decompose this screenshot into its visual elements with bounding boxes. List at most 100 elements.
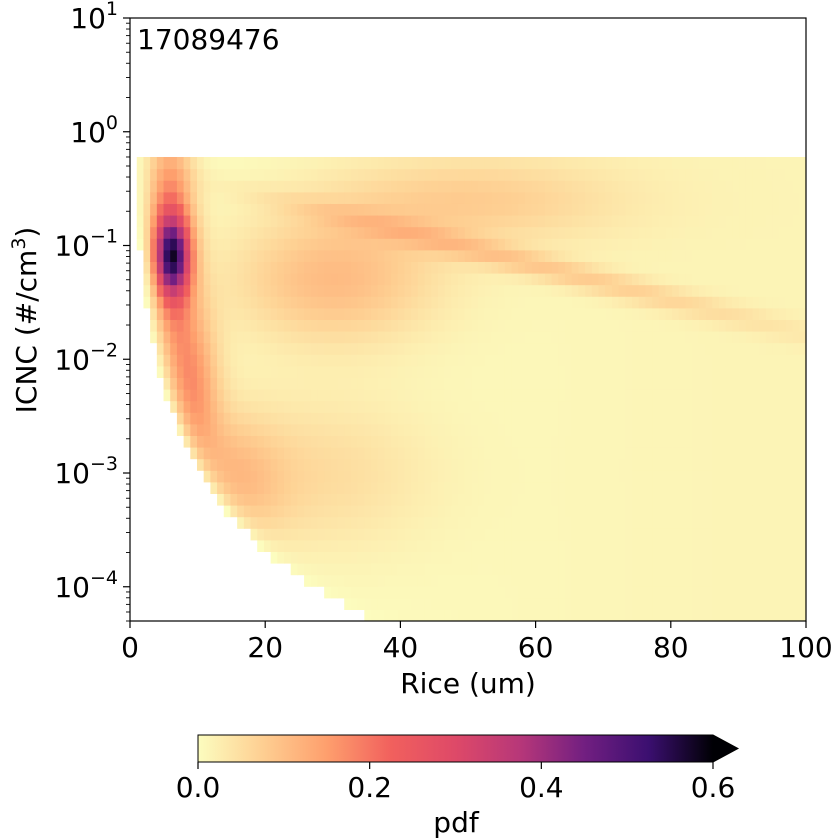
heatmap-cell [558, 354, 566, 367]
heatmap-cell [350, 400, 359, 413]
heatmap-cell [719, 609, 727, 621]
heatmap-cell [551, 493, 559, 506]
heatmap-cell [257, 493, 265, 506]
heatmap-cell [324, 423, 332, 436]
heatmap-cell [665, 563, 673, 576]
heatmap-cell [464, 284, 472, 297]
heatmap-cell [712, 470, 720, 483]
heatmap-cell [484, 539, 493, 552]
heatmap-cell [377, 191, 385, 204]
heatmap-cell [725, 470, 733, 483]
heatmap-cell [357, 458, 365, 471]
heatmap-cell [571, 539, 580, 552]
heatmap-cell [350, 528, 359, 541]
heatmap-cell [752, 493, 760, 506]
heatmap-cell [471, 458, 479, 471]
heatmap-cell [478, 249, 486, 262]
heatmap-cell [678, 330, 687, 344]
heatmap-cell [163, 388, 171, 402]
heatmap-cell [759, 238, 767, 251]
heatmap-cell [578, 505, 586, 518]
heatmap-cell [170, 307, 178, 320]
heatmap-cell [357, 505, 365, 518]
heatmap-cell [578, 365, 586, 378]
heatmap-cell [377, 156, 385, 170]
heatmap-cell [578, 214, 586, 228]
heatmap-cell [698, 249, 707, 262]
heatmap-cell [491, 342, 499, 355]
heatmap-cell [752, 505, 760, 518]
heatmap-cell [658, 388, 667, 402]
heatmap-cell [725, 458, 733, 471]
heatmap-cell [237, 191, 245, 204]
heatmap-cell [665, 481, 673, 494]
heatmap-cell [571, 447, 580, 460]
heatmap-cell [605, 551, 613, 564]
heatmap-cell [779, 481, 787, 494]
heatmap-cell [712, 330, 720, 344]
heatmap-cell [350, 307, 359, 320]
heatmap-cell [424, 481, 432, 494]
heatmap-cell [524, 168, 533, 181]
heatmap-cell [545, 458, 553, 471]
heatmap-cell [304, 365, 312, 378]
heatmap-cell [451, 226, 459, 239]
heatmap-cell [605, 168, 613, 181]
heatmap-cell [785, 435, 794, 448]
heatmap-cell [598, 563, 606, 576]
heatmap-cell [672, 435, 680, 448]
heatmap-cell [230, 470, 238, 483]
heatmap-cell [658, 377, 667, 390]
heatmap-cell [618, 377, 626, 390]
heatmap-cell [437, 296, 446, 309]
heatmap-cell [719, 388, 727, 402]
heatmap-cell [732, 516, 740, 529]
heatmap-cell [618, 493, 626, 506]
heatmap-cell [585, 191, 593, 204]
heatmap-cell [484, 296, 493, 309]
heatmap-cell [678, 423, 687, 436]
heatmap-cell [337, 528, 345, 541]
heatmap-cell [585, 400, 593, 413]
heatmap-cell [545, 597, 553, 610]
heatmap-cell [404, 377, 412, 390]
heatmap-cell [504, 156, 513, 170]
heatmap-cell [150, 272, 158, 286]
heatmap-cell [591, 238, 600, 251]
heatmap-cell [558, 597, 566, 610]
heatmap-cell [585, 597, 593, 610]
heatmap-cell [632, 493, 640, 506]
heatmap-cell [672, 528, 680, 541]
heatmap-cell [176, 377, 185, 390]
heatmap-cell [478, 319, 486, 332]
heatmap-cell [799, 539, 806, 552]
heatmap-cell [424, 342, 432, 355]
heatmap-cell [524, 435, 533, 448]
heatmap-cell [739, 458, 747, 471]
heatmap-cell [196, 249, 205, 262]
heatmap-cell [196, 156, 205, 170]
heatmap-cell [330, 447, 339, 460]
heatmap-cell [765, 168, 774, 181]
heatmap-cell [498, 261, 506, 274]
heatmap-cell [270, 342, 278, 355]
heatmap-cell [652, 307, 660, 320]
heatmap-cell [458, 180, 466, 193]
heatmap-cell [732, 214, 740, 228]
heatmap-cell [377, 505, 385, 518]
heatmap-cell [203, 377, 211, 390]
heatmap-cell [404, 586, 412, 599]
heatmap-cell [337, 330, 345, 344]
heatmap-cell [705, 168, 713, 181]
heatmap-cell [203, 435, 211, 448]
heatmap-cell [538, 597, 546, 610]
heatmap-cell [451, 156, 459, 170]
heatmap-cell [518, 400, 526, 413]
heatmap-cell [591, 214, 600, 228]
heatmap-cell [611, 423, 620, 436]
heatmap-cell [170, 400, 178, 413]
heatmap-cell [772, 493, 780, 506]
heatmap-cell [337, 388, 345, 402]
heatmap-cell [504, 319, 513, 332]
heatmap-cell [739, 365, 747, 378]
